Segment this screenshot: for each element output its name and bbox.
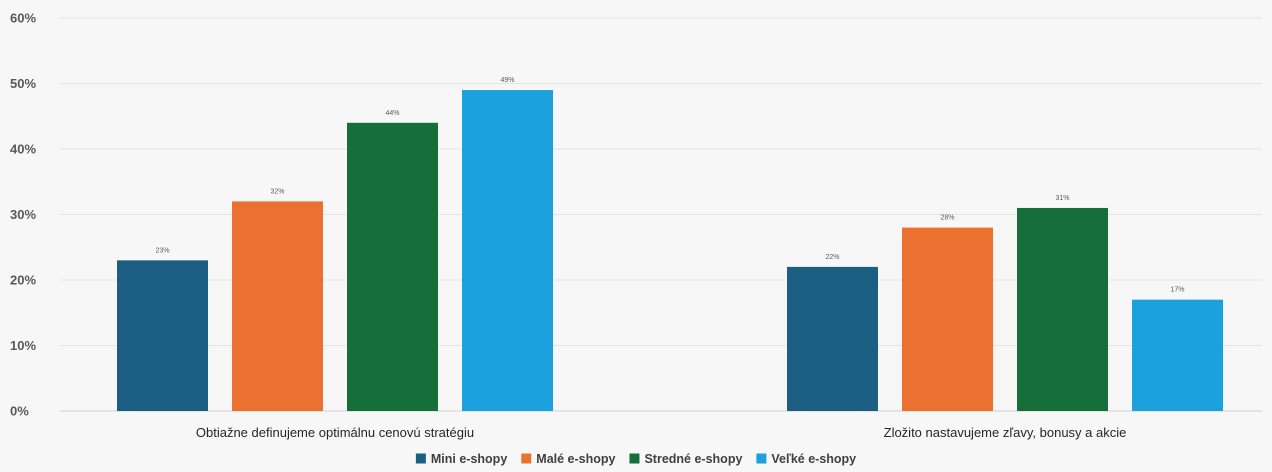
legend-label: Malé e-shopy (536, 452, 615, 466)
legend-item: Stredné e-shopy (629, 452, 742, 466)
data-label: 49% (500, 77, 514, 84)
bar (1132, 299, 1223, 411)
y-tick-label: 0% (10, 404, 29, 419)
legend-swatch (415, 453, 426, 464)
y-tick-label: 60% (10, 11, 36, 26)
data-label: 31% (1055, 195, 1069, 202)
y-tick-label: 10% (10, 338, 36, 353)
x-category-label: Obtiažne definujeme optimálnu cenovú str… (196, 425, 474, 440)
legend-swatch (521, 453, 532, 464)
bar (1017, 207, 1108, 411)
legend: Mini e-shopy Malé e-shopy Stredné e-shopy V… (415, 452, 856, 466)
data-label: 22% (825, 254, 839, 261)
data-label: 17% (1170, 287, 1184, 294)
data-label: 44% (385, 110, 399, 117)
legend-swatch (756, 453, 767, 464)
y-tick-label: 20% (10, 273, 36, 288)
bar (787, 266, 878, 411)
data-label: 32% (270, 188, 284, 195)
bar (347, 122, 438, 412)
x-axis-categories: Obtiažne definujeme optimálnu cenovú str… (196, 425, 1126, 440)
bar (462, 90, 553, 412)
bar (902, 227, 993, 411)
y-tick-label: 40% (10, 142, 36, 157)
bars (117, 90, 1223, 412)
legend-item: Veľké e-shopy (756, 452, 856, 466)
bar (232, 201, 323, 411)
legend-item: Malé e-shopy (521, 452, 616, 466)
y-tick-label: 30% (10, 207, 36, 222)
legend-label: Veľké e-shopy (771, 452, 856, 466)
data-label: 28% (940, 215, 954, 222)
legend-item: Mini e-shopy (415, 452, 507, 466)
y-axis-ticks: 0% 10% 20% 30% 40% 50% 60% (10, 11, 36, 419)
legend-label: Mini e-shopy (431, 452, 507, 466)
bar (117, 260, 208, 411)
y-tick-label: 50% (10, 76, 36, 91)
x-category-label: Zložito nastavujeme zľavy, bonusy a akci… (884, 425, 1127, 440)
data-label: 23% (155, 247, 169, 254)
legend-label: Stredné e-shopy (644, 452, 742, 466)
data-labels: 23% 32% 44% 49% 22% 28% 31% 17% (155, 77, 1184, 294)
legend-swatch (629, 453, 640, 464)
